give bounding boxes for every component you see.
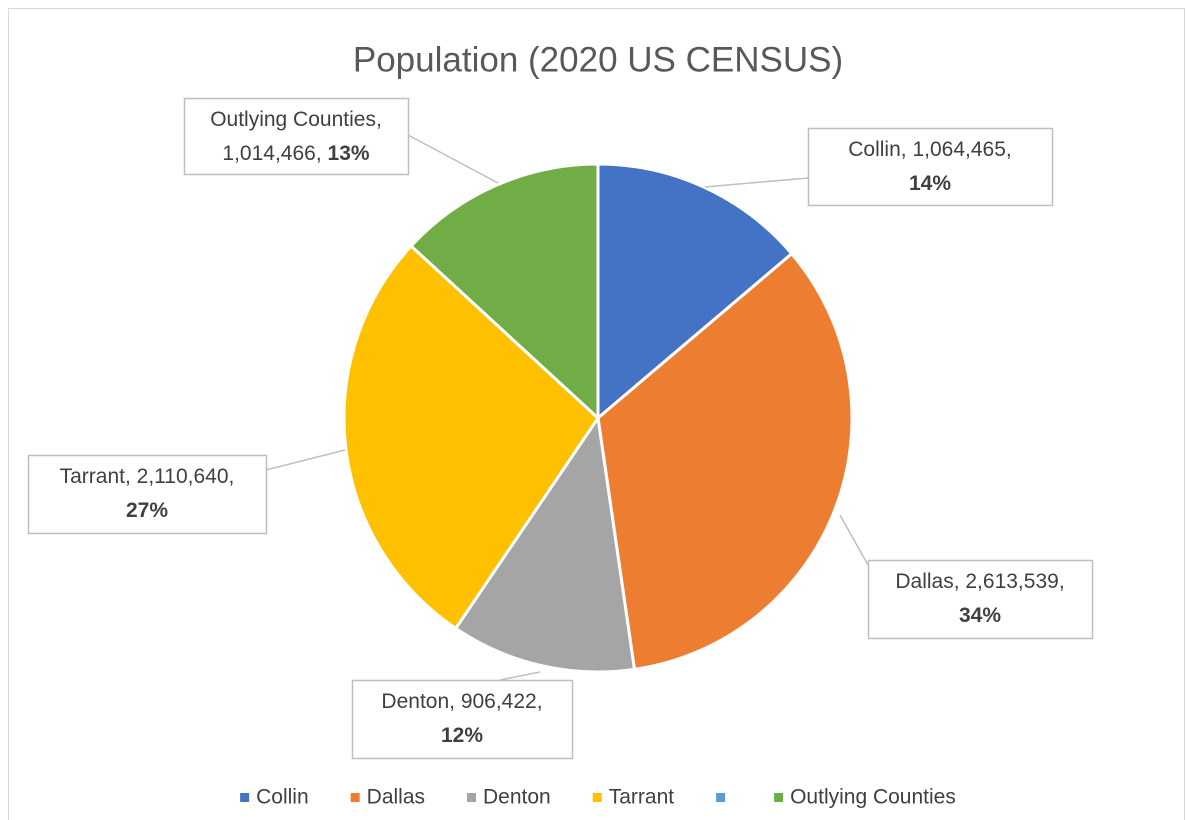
label-separator: , [229, 465, 235, 488]
label-value: 2,613,539 [965, 570, 1058, 593]
label-separator: , [537, 690, 543, 713]
data-label: 12% [441, 724, 483, 747]
data-label: Collin, 1,064,465, [848, 138, 1011, 161]
label-percent: 34% [959, 604, 1001, 627]
label-name: Collin [848, 138, 901, 161]
data-label: 27% [126, 499, 168, 522]
legend-marker [467, 793, 477, 802]
label-separator: , [1059, 570, 1065, 593]
legend-label: Denton [483, 786, 551, 809]
pie-slice [453, 413, 637, 674]
label-name: Denton [381, 690, 449, 713]
legend: Collin Dallas Denton Tarrant Outlying Counti… [240, 786, 956, 809]
label-name: Tarrant [60, 465, 126, 488]
label-percent: 13% [328, 142, 370, 165]
leader-line [499, 671, 541, 681]
label-separator: , [449, 690, 461, 713]
legend-marker [592, 793, 602, 802]
leader-line [839, 514, 869, 566]
data-label: Dallas, 2,613,539, [895, 570, 1064, 593]
leader-line [265, 449, 346, 471]
data-label: Denton, 906,422, [381, 690, 542, 713]
label-value: 906,422 [461, 690, 537, 713]
legend-marker [716, 793, 726, 802]
data-label: 14% [909, 172, 951, 195]
data-label-box [807, 127, 1054, 207]
label-percent: 27% [126, 499, 168, 522]
data-label-box [867, 559, 1094, 640]
label-name: Outlying Counties [210, 108, 376, 131]
label-percent: 14% [909, 172, 951, 195]
label-separator: , [1006, 138, 1012, 161]
pie-slice [342, 243, 600, 631]
label-separator: , [376, 108, 382, 131]
legend-label: Outlying Counties [790, 786, 956, 809]
data-label: Outlying Counties, [210, 108, 382, 131]
label-name: Dallas [895, 570, 953, 593]
legend-label: Tarrant [609, 786, 675, 809]
legend-marker [240, 793, 250, 802]
data-label-box [27, 454, 268, 535]
label-separator: , [901, 138, 913, 161]
pie-slice [408, 162, 600, 422]
label-separator: , [316, 142, 328, 165]
pie-slice [596, 162, 794, 422]
data-label-box [183, 97, 410, 176]
pie-slice [596, 251, 854, 672]
label-separator: , [125, 465, 137, 488]
legend-marker [350, 793, 360, 802]
label-value: 2,110,640 [137, 465, 229, 488]
data-label: 1,014,466, 13% [222, 142, 369, 165]
label-value: 1,064,465 [912, 138, 1005, 161]
legend-label: Dallas [367, 786, 425, 809]
label-value: 1,014,466 [222, 142, 315, 165]
data-label: 34% [959, 604, 1001, 627]
label-separator: , [954, 570, 966, 593]
chart-title: Population (2020 US CENSUS) [353, 40, 843, 79]
label-percent: 12% [441, 724, 483, 747]
leader-line [407, 134, 499, 184]
legend-label: Collin [256, 786, 309, 809]
data-label-box [351, 679, 574, 760]
legend-marker [774, 793, 784, 802]
leader-line [704, 177, 809, 188]
data-label: Tarrant, 2,110,640, [60, 465, 235, 488]
